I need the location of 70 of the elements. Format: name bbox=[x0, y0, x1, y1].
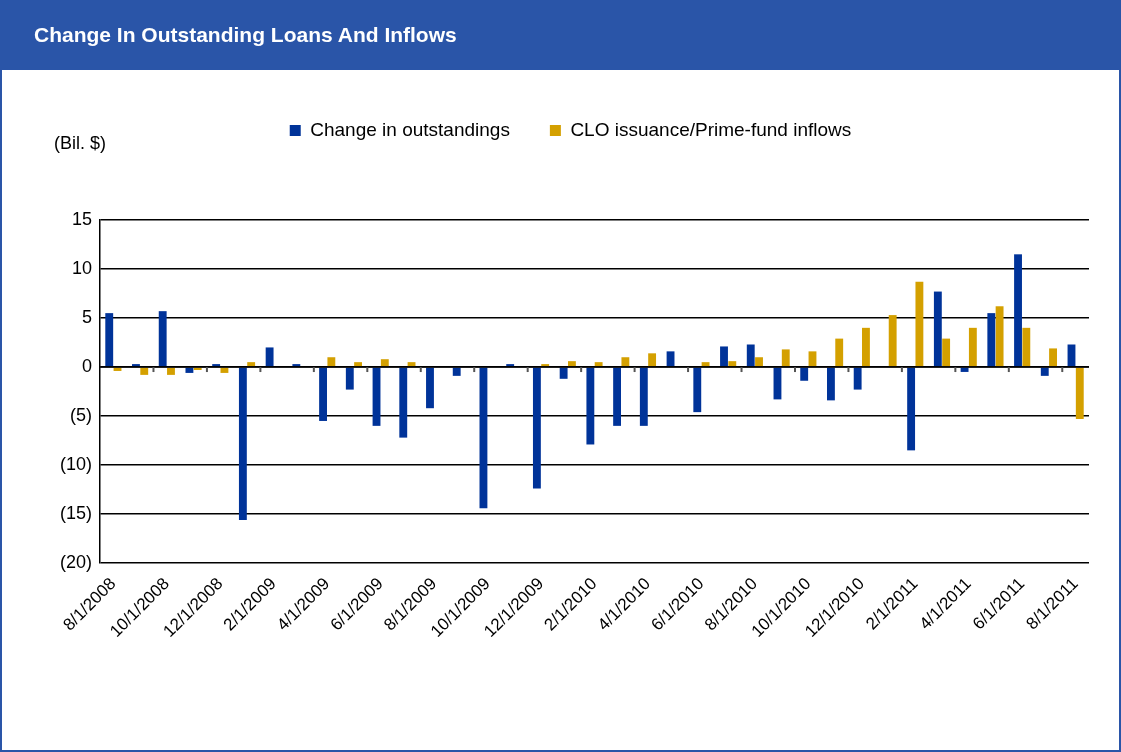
bar bbox=[452, 367, 461, 376]
bar bbox=[399, 367, 408, 438]
y-axis-title: (Bil. $) bbox=[54, 133, 107, 154]
bar bbox=[247, 362, 256, 367]
bar bbox=[907, 367, 916, 451]
bar bbox=[933, 291, 942, 367]
bar bbox=[532, 367, 541, 489]
bar bbox=[1049, 348, 1057, 367]
y-tick-label: 15 bbox=[71, 208, 93, 229]
bar bbox=[621, 357, 630, 367]
bar bbox=[720, 346, 728, 367]
legend-label: CLO issuance/Prime-fund inflows bbox=[570, 118, 852, 140]
bar bbox=[380, 359, 389, 367]
bar bbox=[639, 367, 648, 426]
bar bbox=[594, 362, 603, 367]
bar bbox=[1040, 367, 1049, 376]
y-tick-label: (5) bbox=[70, 405, 93, 426]
chart-title: Change In Outstanding Loans And Inflows bbox=[2, 0, 1119, 70]
bar bbox=[968, 327, 977, 367]
bar bbox=[648, 353, 657, 367]
bar bbox=[354, 362, 363, 367]
bar bbox=[506, 364, 515, 367]
bar bbox=[426, 367, 434, 409]
bar bbox=[1022, 327, 1031, 367]
bar bbox=[1075, 367, 1084, 419]
bar bbox=[746, 344, 755, 367]
bar bbox=[826, 367, 835, 401]
bar bbox=[559, 367, 568, 379]
bar bbox=[586, 367, 595, 445]
bar bbox=[292, 364, 301, 367]
bar bbox=[1014, 254, 1022, 367]
bar bbox=[960, 367, 969, 372]
y-tick-label: 0 bbox=[81, 356, 93, 377]
bar bbox=[853, 367, 862, 390]
bar bbox=[781, 349, 790, 367]
bar bbox=[693, 367, 702, 413]
bar bbox=[185, 367, 194, 373]
bar bbox=[701, 362, 710, 367]
bar bbox=[728, 361, 737, 367]
bar bbox=[345, 367, 354, 390]
y-tick-label: (20) bbox=[59, 552, 93, 573]
bar bbox=[995, 306, 1004, 367]
bar bbox=[319, 367, 327, 421]
legend-label: Change in outstandings bbox=[310, 118, 510, 140]
bar bbox=[888, 315, 897, 367]
bar bbox=[265, 347, 274, 367]
bar bbox=[212, 364, 221, 367]
y-tick-label: (15) bbox=[59, 503, 93, 524]
bar bbox=[140, 367, 149, 375]
bar bbox=[105, 313, 114, 367]
bar bbox=[1067, 344, 1076, 367]
bar bbox=[327, 357, 336, 367]
bar bbox=[132, 364, 140, 367]
y-tick-label: 5 bbox=[81, 307, 93, 327]
bar bbox=[755, 357, 763, 367]
bar bbox=[567, 361, 576, 367]
bar bbox=[238, 367, 247, 520]
bar bbox=[915, 281, 924, 367]
bar bbox=[193, 367, 202, 370]
bar bbox=[942, 338, 951, 367]
bar bbox=[541, 364, 550, 367]
bar bbox=[167, 367, 175, 375]
bar bbox=[800, 367, 809, 381]
bar bbox=[158, 311, 167, 367]
bar bbox=[862, 327, 870, 367]
bar bbox=[835, 338, 844, 367]
y-tick-label: 10 bbox=[71, 257, 93, 278]
bar bbox=[613, 367, 622, 426]
bar bbox=[987, 313, 996, 367]
y-tick-label: (10) bbox=[59, 454, 93, 475]
